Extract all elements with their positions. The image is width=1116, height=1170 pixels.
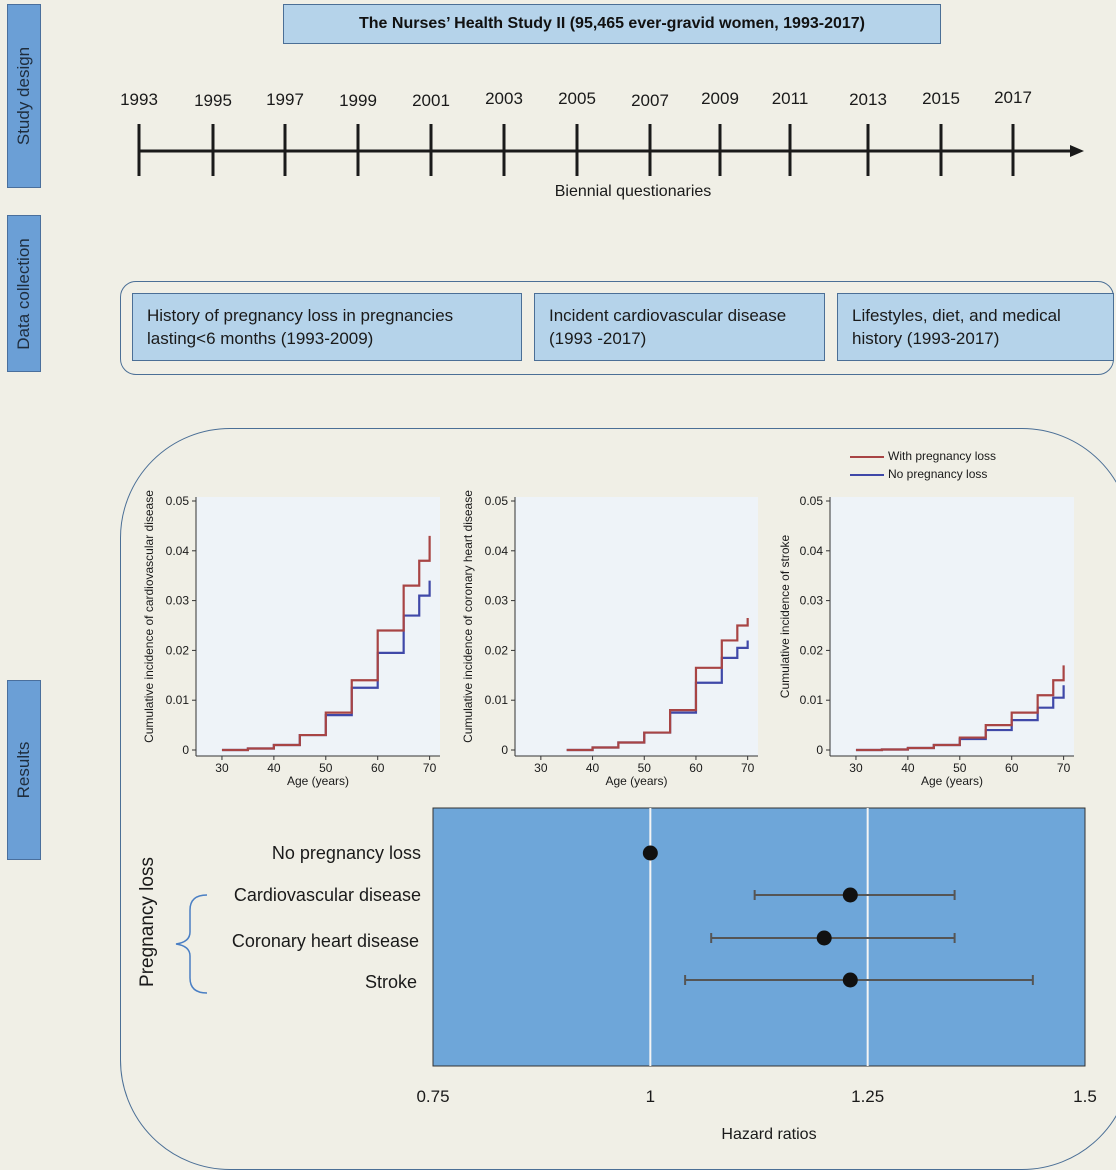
hazard-ratio-point bbox=[642, 845, 658, 861]
timeline-year-label: 2011 bbox=[771, 89, 809, 108]
legend-label: With pregnancy loss bbox=[888, 449, 997, 463]
x-tick-label: 1.25 bbox=[851, 1087, 884, 1106]
y-tick-label: 0.05 bbox=[800, 494, 824, 508]
timeline-year-label: 2001 bbox=[412, 91, 450, 110]
timeline-year-label: 1999 bbox=[339, 91, 377, 110]
incidence-chart-2: 0 0.01 0.02 0.03 0.04 0.05 30 40 50 60 70 Age (year… bbox=[461, 490, 758, 788]
timeline-year-label: 2005 bbox=[558, 89, 596, 108]
y-tick-label: 0 bbox=[182, 743, 189, 757]
incidence-chart-1: 0 0.01 0.02 0.03 0.04 0.05 30 40 50 60 70 Age (year… bbox=[142, 490, 440, 788]
x-tick-label: 70 bbox=[423, 761, 437, 775]
hazard-ratio-point bbox=[842, 887, 858, 903]
x-tick-label: 50 bbox=[319, 761, 333, 775]
y-tick-label: 0.04 bbox=[166, 544, 190, 558]
x-tick-label: 30 bbox=[534, 761, 548, 775]
y-axis-label: Cumulative incidence of cardiovascular d… bbox=[142, 490, 156, 743]
legend-swatch bbox=[850, 455, 884, 458]
x-tick-label: 40 bbox=[267, 761, 281, 775]
y-axis-label: Cumulative incidence of coronary heart d… bbox=[461, 490, 475, 743]
section-tab-study-design: Study design bbox=[7, 4, 41, 188]
timeline-year-label: 2013 bbox=[849, 90, 887, 109]
x-tick-label: 30 bbox=[849, 761, 863, 775]
timeline-year-label: 2009 bbox=[701, 89, 739, 108]
legend-label: No pregnancy loss bbox=[888, 467, 988, 481]
hazard-ratio-point bbox=[842, 972, 858, 988]
study-title: The Nurses’ Health Study II (95,465 ever… bbox=[283, 4, 941, 44]
y-tick-label: 0.02 bbox=[166, 643, 190, 657]
y-tick-label: 0.03 bbox=[166, 594, 190, 608]
y-tick-label: 0.04 bbox=[485, 544, 509, 558]
forest-label-chd: Coronary heart disease bbox=[231, 931, 419, 951]
y-axis-label: Cumulative incidence of stroke bbox=[778, 534, 792, 698]
y-tick-label: 0.02 bbox=[800, 643, 824, 657]
x-tick-label: 40 bbox=[901, 761, 915, 775]
y-tick-label: 0.05 bbox=[166, 494, 190, 508]
plot-area bbox=[515, 497, 758, 756]
y-tick-label: 0.01 bbox=[800, 693, 824, 707]
series-line bbox=[855, 665, 1065, 752]
plot-area bbox=[196, 497, 440, 756]
forest-group-brace bbox=[175, 894, 208, 994]
incidence-chart-3: 0 0.01 0.02 0.03 0.04 0.05 30 40 50 60 70 Age (year… bbox=[778, 494, 1074, 788]
y-tick-label: 0 bbox=[501, 743, 508, 757]
timeline-year-label: 2003 bbox=[485, 89, 523, 108]
x-tick-label: 60 bbox=[1005, 761, 1019, 775]
data-box-text: History of pregnancy loss in pregnancies… bbox=[147, 306, 454, 348]
timeline-year-label: 1997 bbox=[266, 90, 304, 109]
y-tick-label: 0.02 bbox=[485, 643, 509, 657]
data-box-text: Lifestyles, diet, and medical history (1… bbox=[852, 306, 1061, 348]
y-tick-label: 0.01 bbox=[166, 693, 190, 707]
y-tick-label: 0.05 bbox=[485, 494, 509, 508]
y-tick-label: 0.03 bbox=[485, 594, 509, 608]
y-tick-label: 0.01 bbox=[485, 693, 509, 707]
data-box-text: Incident cardiovascular disease (1993 -2… bbox=[549, 306, 787, 348]
x-tick-label: 50 bbox=[953, 761, 967, 775]
x-tick-label: 40 bbox=[586, 761, 600, 775]
legend-with-loss: With pregnancy loss bbox=[850, 449, 996, 463]
forest-label-cvd: Cardiovascular disease bbox=[233, 885, 421, 905]
y-tick-label: 0.04 bbox=[800, 544, 824, 558]
timeline-year-label: 2017 bbox=[994, 88, 1032, 107]
data-box-cvd: Incident cardiovascular disease (1993 -2… bbox=[534, 293, 825, 361]
x-tick-label: 0.75 bbox=[416, 1087, 449, 1106]
y-tick-label: 0.03 bbox=[800, 594, 824, 608]
x-tick-label: 1 bbox=[646, 1087, 655, 1106]
incidence-charts: 0 0.01 0.02 0.03 0.04 0.05 30 40 50 60 70 Age (year… bbox=[142, 490, 1074, 788]
x-axis-label: Age (years) bbox=[287, 774, 349, 788]
forest-plot-body: 0.75 1 1.25 1.5 Hazard ratios bbox=[416, 807, 1097, 1143]
forest-label-stroke: Stroke bbox=[364, 972, 417, 992]
y-tick-label: 0 bbox=[816, 743, 823, 757]
data-box-pregnancy-loss: History of pregnancy loss in pregnancies… bbox=[132, 293, 522, 361]
x-tick-label: 50 bbox=[638, 761, 652, 775]
legend-swatch bbox=[850, 473, 884, 476]
timeline-year-label: 1995 bbox=[194, 91, 232, 110]
x-tick-label: 60 bbox=[689, 761, 703, 775]
forest-label-reference: No pregnancy loss bbox=[271, 843, 421, 863]
x-tick-label: 30 bbox=[215, 761, 229, 775]
timeline-year-label: 2015 bbox=[922, 89, 960, 108]
series-line bbox=[221, 535, 431, 752]
x-axis-label: Age (years) bbox=[921, 774, 983, 788]
timeline-year-label: 1993 bbox=[120, 90, 158, 109]
section-tab-data-collection: Data collection bbox=[7, 215, 41, 372]
study-title-text: The Nurses’ Health Study II (95,465 ever… bbox=[359, 15, 865, 32]
x-tick-label: 70 bbox=[1057, 761, 1071, 775]
x-tick-label: 70 bbox=[741, 761, 755, 775]
section-tab-results: Results bbox=[7, 680, 41, 860]
x-tick-label: 1.5 bbox=[1073, 1087, 1097, 1106]
hazard-ratio-point bbox=[816, 930, 832, 946]
data-box-lifestyle: Lifestyles, diet, and medical history (1… bbox=[837, 293, 1114, 361]
timeline-axis bbox=[137, 124, 1084, 176]
timeline-caption: Biennial questionaries bbox=[554, 183, 712, 200]
x-axis-label: Age (years) bbox=[605, 774, 667, 788]
x-tick-label: 60 bbox=[371, 761, 385, 775]
legend-no-loss: No pregnancy loss bbox=[850, 467, 987, 481]
x-axis-label: Hazard ratios bbox=[721, 1126, 816, 1143]
timeline-arrowhead bbox=[1070, 145, 1084, 157]
series-line bbox=[566, 618, 749, 752]
timeline-year-label: 2007 bbox=[631, 91, 669, 110]
